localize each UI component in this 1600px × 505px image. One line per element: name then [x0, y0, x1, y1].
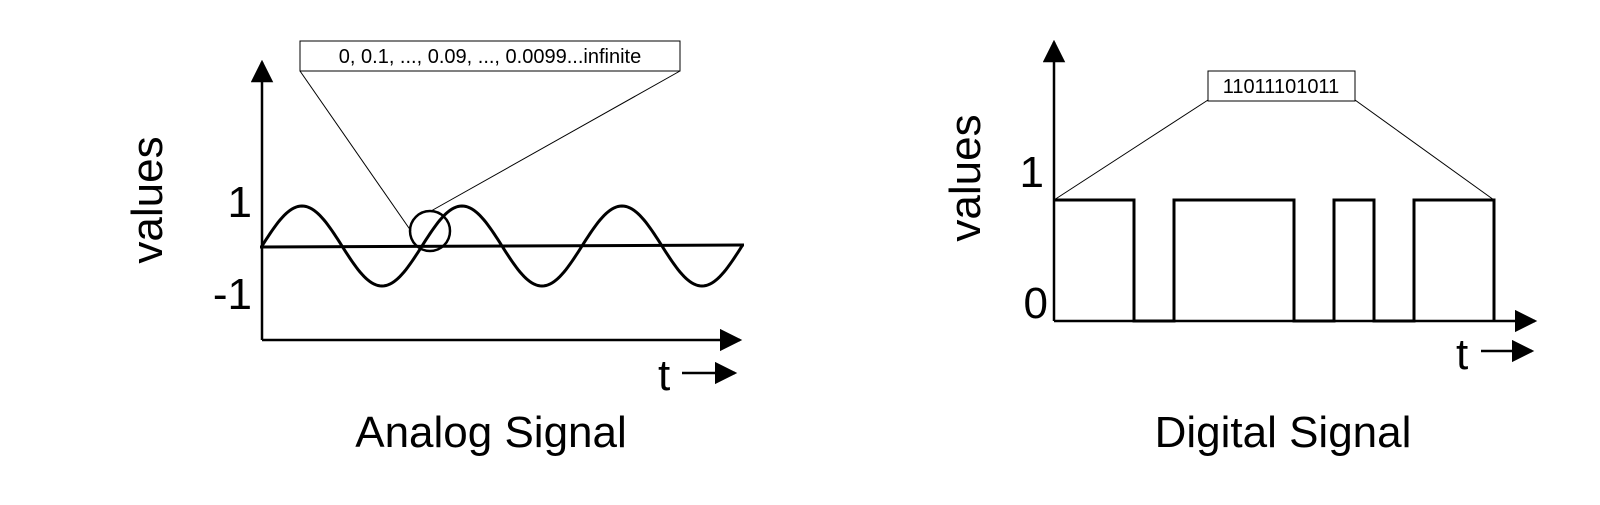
- analog-tick-high: 1: [228, 178, 252, 227]
- analog-tick-low: -1: [213, 270, 252, 319]
- digital-tick-high: 1: [1020, 148, 1044, 197]
- digital-callout-text: 11011101011: [1223, 76, 1339, 98]
- digital-title: Digital Signal: [1155, 408, 1412, 457]
- analog-sine-wave: [260, 204, 744, 288]
- analog-y-label: values: [123, 136, 172, 263]
- analog-callout-line-right: [430, 70, 681, 212]
- analog-x-label: t: [658, 351, 670, 400]
- digital-square-wave: [1054, 198, 1496, 323]
- analog-panel: 0, 0.1, ..., 0.09, ..., 0.0099...infinit…: [123, 40, 745, 457]
- digital-callout-line-right: [1354, 99, 1495, 201]
- analog-callout-box: [299, 40, 681, 72]
- analog-zoom-circle: [408, 209, 452, 253]
- digital-y-label: values: [941, 114, 990, 241]
- digital-callout-box: [1207, 70, 1356, 102]
- analog-callout-line-left: [299, 70, 412, 232]
- digital-x-label: t: [1456, 330, 1468, 379]
- digital-callout-line-left: [1053, 99, 1209, 201]
- digital-panel: 11011101011 values 1 0 t Digital Signal: [941, 39, 1538, 457]
- digital-tick-low: 0: [1024, 279, 1048, 328]
- analog-title: Analog Signal: [355, 408, 627, 457]
- analog-callout-text: 0, 0.1, ..., 0.09, ..., 0.0099...infinit…: [339, 46, 641, 68]
